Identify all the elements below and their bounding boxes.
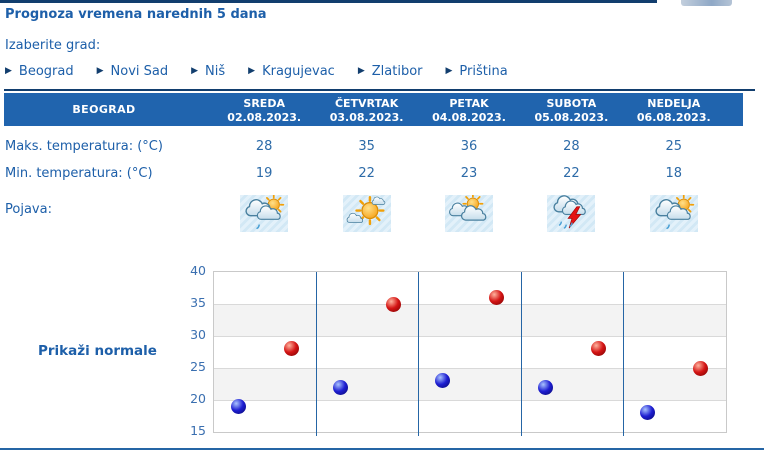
chart-day-separator — [520, 272, 522, 436]
arrow-icon: ▶ — [96, 66, 104, 76]
day-date: 02.08.2023. — [227, 111, 302, 124]
chart-point-min-temp — [230, 398, 246, 414]
chart-point-max-temp — [591, 341, 606, 357]
table-top-border — [4, 89, 755, 91]
arrow-icon: ▶ — [5, 66, 12, 76]
city-link-label: Zlatibor — [371, 64, 423, 79]
phenomenon-row-label: Pojava: — [5, 202, 52, 217]
max-temp-row-label: Maks. temperatura: (°C) — [5, 139, 163, 154]
day-header-četvrtak: ČETVRTAK 03.08.2023. — [316, 97, 418, 125]
min-temp-value: 18 — [665, 166, 683, 181]
y-axis-tick-label: 20 — [190, 391, 206, 406]
y-axis-tick-label: 30 — [190, 327, 206, 342]
min-temp-value: 22 — [563, 166, 580, 181]
y-axis-tick-label: 40 — [190, 263, 206, 278]
weather-icon-clouds-sun — [445, 195, 493, 232]
city-link-kragujevac[interactable]: ▶ Kragujevac — [248, 64, 335, 79]
chart-gridline — [214, 336, 726, 337]
day-date: 06.08.2023. — [636, 111, 711, 124]
day-header-sreda: SREDA 02.08.2023. — [213, 97, 315, 125]
city-link-label: Beograd — [18, 64, 74, 79]
arrow-icon: ▶ — [357, 66, 365, 76]
arrow-icon: ▶ — [445, 66, 453, 76]
chart-point-max-temp — [386, 296, 402, 312]
city-link-label: Priština — [459, 64, 508, 79]
min-temp-value: 23 — [460, 166, 478, 181]
chart-point-min-temp — [537, 379, 553, 395]
city-link-novi-sad[interactable]: ▶ Novi Sad — [97, 64, 169, 79]
max-temp-value: 35 — [358, 139, 375, 154]
max-temp-value: 36 — [460, 139, 478, 154]
table-header-bar — [4, 93, 743, 126]
y-axis-tick-label: 25 — [190, 359, 206, 374]
top-divider-line — [0, 0, 657, 3]
bottom-divider-line — [0, 448, 764, 450]
day-date: 05.08.2023. — [534, 111, 609, 124]
city-link-label: Kragujevac — [262, 64, 335, 79]
y-axis-tick-label: 15 — [190, 423, 206, 438]
chart-point-min-temp — [640, 405, 656, 421]
min-temp-value: 22 — [358, 166, 375, 181]
city-links: ▶ Beograd ▶ Novi Sad ▶ Niš ▶ Kragujevac ▶ Zlatibo… — [5, 64, 508, 79]
city-link-label: Niš — [205, 64, 226, 79]
chart-point-max-temp — [283, 341, 299, 357]
day-name: SUBOTA — [546, 97, 597, 110]
city-link-niš[interactable]: ▶ Niš — [191, 64, 225, 79]
day-date: 03.08.2023. — [329, 111, 404, 124]
min-temp-value: 19 — [255, 166, 273, 181]
weather-icon-thunderstorm-rain — [547, 195, 596, 232]
cropped-banner-fragment — [681, 0, 732, 6]
day-name: PETAK — [449, 97, 489, 110]
arrow-icon: ▶ — [191, 66, 199, 76]
temperature-chart-plot — [213, 271, 727, 436]
city-link-priština[interactable]: ▶ Priština — [446, 64, 508, 79]
max-temp-value: 25 — [665, 139, 683, 154]
weather-icon-sun-clouds — [342, 195, 391, 232]
day-header-nedelja: NEDELJA 06.08.2023. — [623, 97, 725, 125]
day-name: NEDELJA — [647, 97, 701, 110]
show-normals-button[interactable]: Prikaži normale — [38, 343, 157, 359]
day-header-petak: PETAK 04.08.2023. — [418, 97, 520, 125]
day-date: 04.08.2023. — [432, 111, 506, 124]
day-header-subota: SUBOTA 05.08.2023. — [520, 97, 622, 125]
y-axis-tick-label: 35 — [190, 295, 206, 310]
chart-point-min-temp — [435, 373, 451, 389]
chart-day-separator — [418, 272, 420, 436]
choose-city-label: Izaberite grad: — [5, 38, 101, 53]
chart-gridline — [214, 368, 726, 369]
chart-gridline — [214, 400, 726, 401]
day-name: SREDA — [243, 97, 285, 110]
arrow-icon: ▶ — [248, 66, 256, 76]
chart-point-max-temp — [693, 360, 709, 376]
chart-shaded-band — [214, 368, 726, 400]
city-link-beograd[interactable]: ▶ Beograd — [5, 64, 74, 79]
page-title: Prognoza vremena narednih 5 dana — [5, 7, 267, 22]
chart-gridline — [214, 304, 726, 305]
chart-day-separator — [315, 272, 317, 436]
day-name: ČETVRTAK — [334, 97, 399, 110]
weather-icon-cloud-sun-light-rain — [649, 195, 698, 232]
chart-shaded-band — [214, 304, 726, 336]
chart-point-min-temp — [332, 379, 348, 395]
chart-day-separator — [623, 272, 625, 436]
max-temp-value: 28 — [255, 139, 273, 154]
chart-point-max-temp — [488, 290, 504, 306]
city-link-zlatibor[interactable]: ▶ Zlatibor — [358, 64, 423, 79]
selected-city-header: BEOGRAD — [72, 103, 136, 116]
min-temp-row-label: Min. temperatura: (°C) — [5, 166, 153, 181]
weather-icon-cloud-sun-light-rain — [240, 195, 289, 232]
city-link-label: Novi Sad — [110, 64, 169, 79]
max-temp-value: 28 — [563, 139, 580, 154]
